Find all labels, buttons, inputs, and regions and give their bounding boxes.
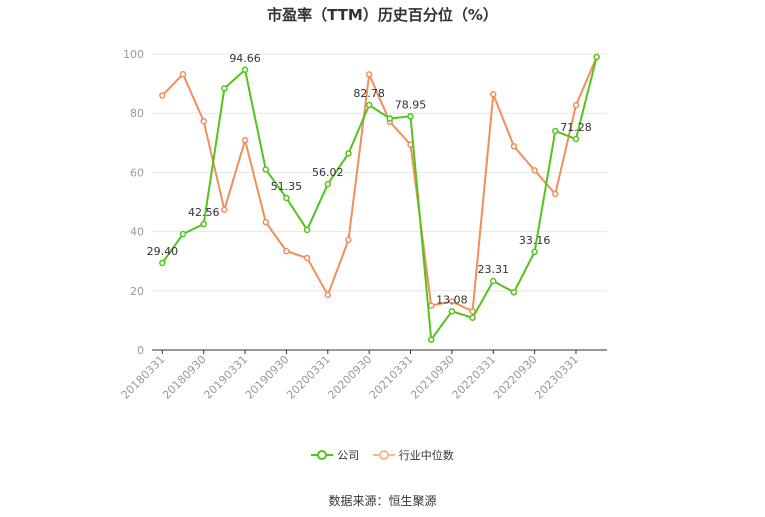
x-tick-label: 20190331 xyxy=(201,353,250,402)
legend: 公司 行业中位数 xyxy=(0,447,765,464)
data-label: 82.78 xyxy=(353,87,385,100)
data-point xyxy=(345,150,352,157)
data-point xyxy=(365,101,373,109)
x-tick-label: 20220331 xyxy=(450,353,499,402)
data-point xyxy=(283,194,290,202)
legend-label-company: 公司 xyxy=(337,449,360,462)
data-label: 29.40 xyxy=(147,245,179,258)
data-point xyxy=(324,291,332,299)
data-point xyxy=(200,220,207,228)
data-point xyxy=(221,206,228,213)
data-point xyxy=(469,307,476,315)
data-point xyxy=(241,66,249,74)
legend-label-industry-median: 行业中位数 xyxy=(398,449,454,462)
data-point xyxy=(572,135,580,143)
data-point xyxy=(490,277,497,285)
x-tick-label: 20210331 xyxy=(367,353,416,402)
y-tick-label: 100 xyxy=(123,48,144,61)
data-point xyxy=(179,70,187,78)
data-point xyxy=(324,180,332,188)
x-tick-label: 20230331 xyxy=(532,353,581,402)
data-point xyxy=(448,308,456,315)
y-tick-label: 40 xyxy=(130,226,144,239)
x-tick-label: 20210930 xyxy=(408,353,457,402)
data-point xyxy=(510,143,518,150)
chart-title: 市盈率（TTM）历史百分位（%） xyxy=(267,6,498,24)
y-tick-label: 60 xyxy=(130,166,144,179)
data-point xyxy=(159,259,166,267)
data-point xyxy=(179,230,187,238)
data-point xyxy=(303,254,311,262)
legend-item-industry-median[interactable]: 行业中位数 xyxy=(372,447,454,463)
x-tick-label: 20180930 xyxy=(160,353,209,402)
data-label: 42.56 xyxy=(188,206,220,219)
data-point xyxy=(303,226,311,234)
series-line-industry-median xyxy=(161,56,598,313)
data-label: 23.31 xyxy=(478,263,510,276)
data-point xyxy=(386,115,394,122)
y-tick-label: 0 xyxy=(137,344,144,357)
data-point xyxy=(448,298,456,305)
x-tick-label: 20200930 xyxy=(325,353,374,402)
data-point xyxy=(221,85,228,92)
data-label: 56.02 xyxy=(312,166,344,179)
data-point xyxy=(427,302,435,309)
data-point xyxy=(241,136,249,144)
data-label: 71.28 xyxy=(560,121,592,134)
legend-line-marker-icon xyxy=(372,450,395,460)
legend-line-marker-icon xyxy=(311,450,334,460)
data-point xyxy=(262,218,269,226)
data-point xyxy=(531,167,538,174)
data-point xyxy=(531,248,538,256)
data-point xyxy=(262,166,269,173)
line-chart: 0 20 40 60 80 100 2018033120180930201903312019… xyxy=(119,48,607,402)
data-point xyxy=(345,236,352,244)
data-point xyxy=(469,314,476,321)
data-label: 78.95 xyxy=(395,98,427,111)
data-label: 13.08 xyxy=(436,293,468,306)
data-label: 94.66 xyxy=(229,52,261,65)
series-line-company xyxy=(161,56,598,341)
data-point xyxy=(407,113,414,120)
data-point xyxy=(593,53,600,61)
data-point xyxy=(427,336,435,343)
data-point xyxy=(552,190,559,198)
data-point xyxy=(159,92,166,99)
data-point xyxy=(283,247,290,255)
x-tick-label: 20190930 xyxy=(243,353,292,402)
legend-item-company[interactable]: 公司 xyxy=(311,447,359,463)
data-label: 51.35 xyxy=(271,180,303,193)
y-tick-label: 80 xyxy=(130,107,144,120)
data-point xyxy=(510,289,518,296)
data-point xyxy=(490,91,497,98)
x-tick-label: 20220930 xyxy=(491,353,540,402)
x-tick-label: 20200331 xyxy=(284,353,333,402)
y-tick-label: 20 xyxy=(130,285,144,298)
data-point xyxy=(552,127,559,135)
data-source: 数据来源：恒生聚源 xyxy=(328,494,437,508)
data-point xyxy=(365,71,373,78)
data-point xyxy=(200,117,207,125)
x-tick-label: 20180331 xyxy=(119,353,168,402)
data-point xyxy=(572,101,580,109)
data-label: 33.16 xyxy=(519,234,551,247)
